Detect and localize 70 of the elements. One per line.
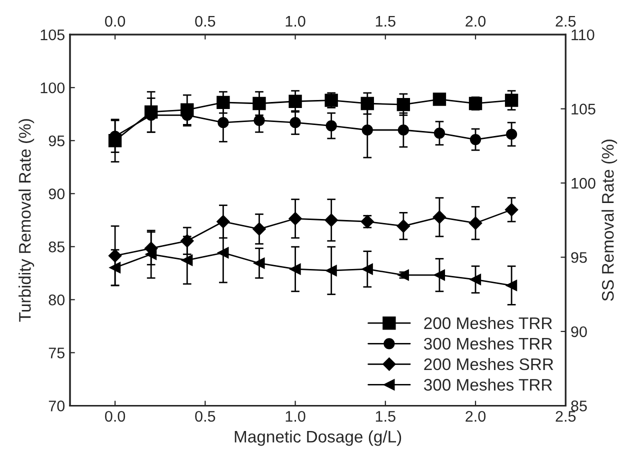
y2-tick-label: 110	[572, 29, 594, 40]
y2-tick-label: 105	[572, 104, 596, 114]
legend-label: 300 Meshes TRR	[424, 378, 552, 391]
legend-label: 200 Meshes SRR	[424, 358, 554, 370]
point	[254, 114, 265, 126]
y2-tick-label: 90	[571, 326, 587, 338]
point	[326, 265, 337, 276]
y-tick-label: 105	[40, 29, 64, 40]
y2-axis-title: SS Removal Rate (%)	[602, 140, 618, 301]
point	[180, 234, 194, 248]
x-tick-label: 0.0	[105, 410, 126, 422]
x-tick-label: 1.0	[286, 410, 306, 422]
point	[398, 124, 409, 136]
legend-label: 200 Meshes TRR	[424, 316, 552, 330]
point	[324, 214, 338, 227]
y-tick-label: 75	[48, 348, 64, 358]
y-tick-label: 70	[48, 400, 65, 412]
point	[288, 212, 302, 226]
point	[216, 215, 230, 228]
y-tick-label: 90	[48, 188, 65, 200]
x-tick-label: 1.5	[376, 411, 396, 422]
point	[326, 120, 337, 132]
point	[434, 269, 446, 281]
point	[468, 216, 482, 230]
point	[504, 94, 518, 107]
point	[506, 128, 518, 140]
point	[360, 96, 374, 110]
x-tick-label: 0.5	[195, 410, 216, 422]
point	[218, 117, 229, 128]
x2-tick-label: 0.5	[195, 16, 216, 27]
y2-tick-label: 100	[572, 178, 596, 189]
x2-tick-label: 0.0	[105, 16, 126, 27]
point	[182, 254, 193, 266]
y-tick-label: 95	[48, 135, 64, 146]
x-axis-title: Magnetic Dosage (g/L)	[234, 430, 402, 446]
point	[290, 117, 301, 128]
x-tick-label: 2.0	[466, 410, 486, 422]
point	[216, 96, 230, 110]
x-tick-label: 2.5	[556, 410, 576, 422]
legend-label: 300 Meshes TRR	[424, 337, 552, 350]
point	[504, 203, 518, 216]
point	[506, 280, 518, 291]
point	[470, 274, 482, 286]
y-tick-label: 80	[48, 294, 65, 306]
y-tick-label: 100	[40, 82, 65, 94]
point	[434, 128, 446, 139]
point	[396, 219, 410, 233]
x2-tick-label: 2.5	[556, 16, 576, 27]
point	[218, 247, 229, 258]
y-axis-title: Turbidity Removal Rate (%)	[18, 119, 34, 322]
point	[290, 264, 301, 275]
point	[252, 96, 266, 110]
point	[146, 248, 157, 260]
point	[396, 98, 410, 112]
x2-tick-label: 2.0	[466, 16, 486, 27]
point	[362, 264, 373, 275]
point	[110, 262, 121, 274]
x2-tick-label: 1.0	[286, 16, 306, 27]
point	[252, 222, 266, 236]
y2-tick-label: 85	[571, 400, 587, 412]
x2-tick-label: 1.5	[376, 16, 396, 27]
point	[288, 94, 302, 108]
point	[254, 258, 265, 269]
point	[108, 249, 122, 262]
y2-tick-label: 95	[571, 252, 587, 263]
point	[432, 210, 446, 224]
point	[470, 134, 482, 146]
y-tick-label: 85	[48, 242, 64, 252]
point	[362, 124, 373, 136]
point	[432, 92, 446, 106]
